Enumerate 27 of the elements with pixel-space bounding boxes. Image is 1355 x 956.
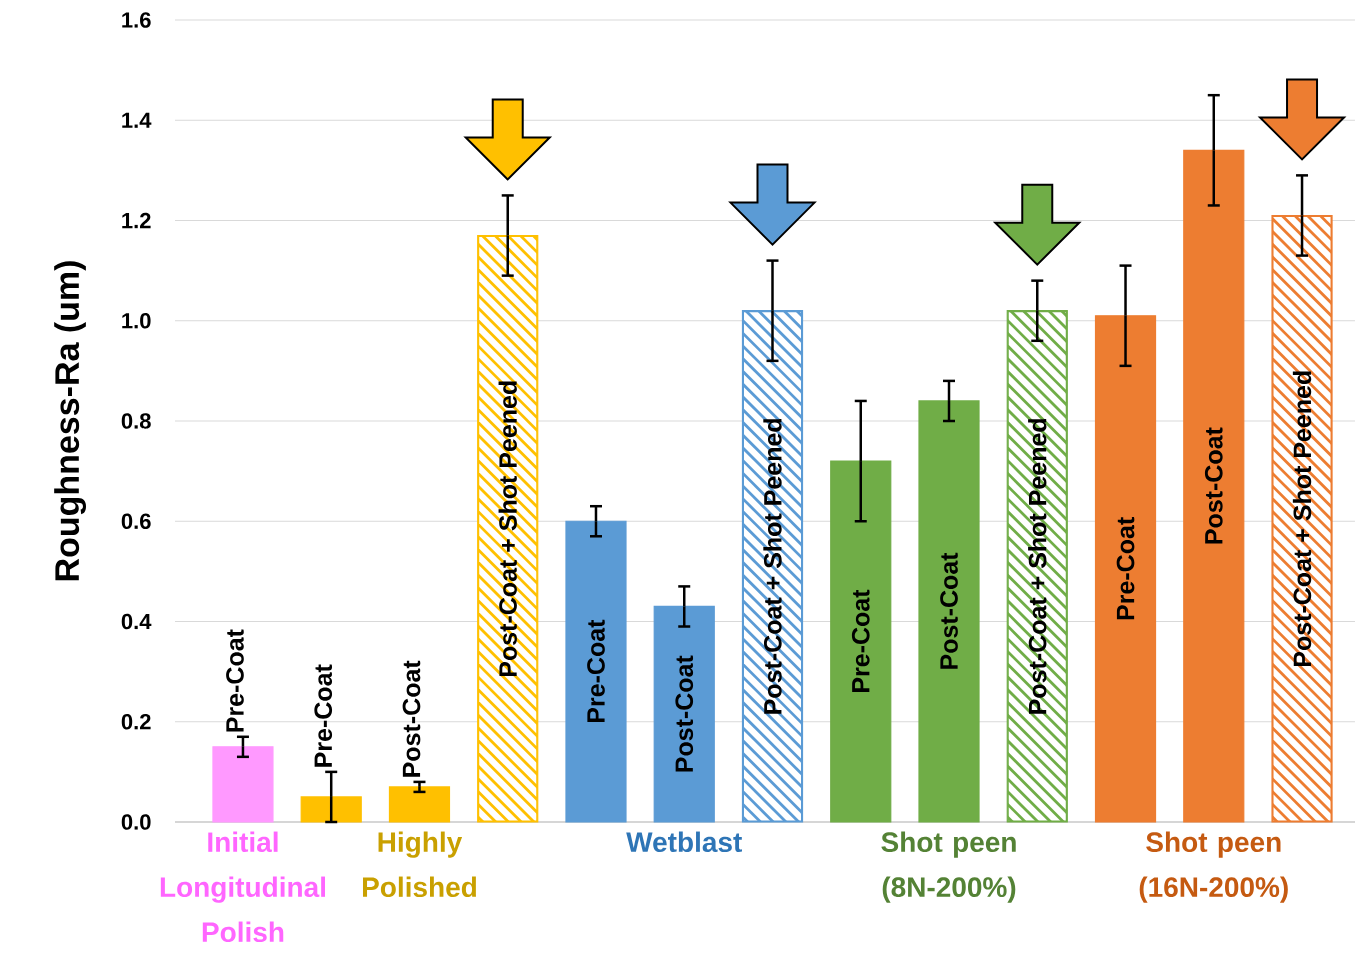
x-tick-label: Pre-Coat <box>587 619 605 723</box>
y-tick-label: 0.2 <box>121 713 151 730</box>
x-tick-label: Post-Coat + Shot Peened <box>498 381 517 677</box>
x-tick-label: Post-Coat <box>940 552 958 669</box>
text: Wetblast <box>626 831 742 853</box>
x-tick-label: Post-Coat <box>675 655 694 772</box>
bar <box>212 746 274 823</box>
text: Shot peen (16N-200%) <box>1139 831 1288 903</box>
y-tick-label: 1.6 <box>122 12 151 28</box>
y-tick-label: 1.4 <box>122 112 152 128</box>
y-tick-label: 1.2 <box>122 212 151 229</box>
y-tick-label: 0.6 <box>121 513 151 530</box>
y-tick-label: 0.4 <box>121 613 152 630</box>
x-tick-label: Pre-Coat <box>1116 517 1135 620</box>
text: Initial Longitudinal Polish <box>160 831 325 943</box>
y-tick-label: 0.8 <box>121 413 151 429</box>
x-tick-label: Post-Coat <box>1204 427 1223 544</box>
y-tick-label: 1.0 <box>122 312 151 329</box>
y-axis-title: Roughness-Ra (um) <box>54 261 87 581</box>
x-tick-label: Post-Coat <box>402 660 421 777</box>
text: Shot peen (8N-200%) <box>881 831 1016 903</box>
text: Highly Polished <box>362 831 476 898</box>
x-tick-label: Pre-Coat <box>851 589 870 692</box>
x-tick-label: Pre-Coat <box>314 664 333 767</box>
x-tick-label: Post-Coat + Shot Peened <box>763 419 782 714</box>
y-tick-label: 0.0 <box>121 814 151 830</box>
x-tick-label: Pre-Coat <box>226 629 244 732</box>
